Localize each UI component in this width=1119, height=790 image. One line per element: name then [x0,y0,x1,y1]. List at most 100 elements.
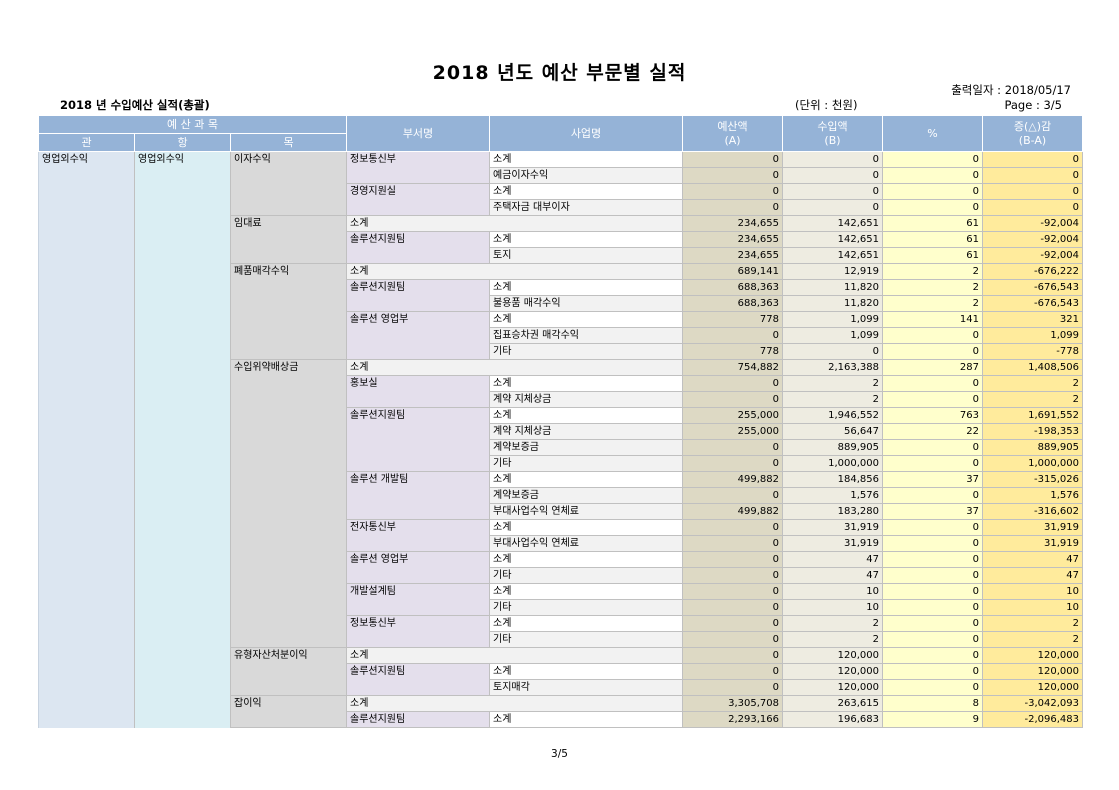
income-cell: 11,820 [782,295,883,312]
table-row: 임대료 소계 234,655 142,651 61 -92,004 [39,215,1083,264]
page-indicator: Page : 3/5 [1004,98,1062,112]
table-row: 유형자산처분이익 소계 0 120,000 0 120,000 [39,647,1083,696]
percent-cell: 0 [882,599,983,616]
diff-cell: 1,576 [982,487,1083,504]
project-cell: 소계 [489,551,683,568]
percent-cell: 287 [882,359,983,376]
diff-header-line2: (B-A) [1018,133,1047,147]
percent-cell: 61 [882,231,983,248]
percent-cell: 0 [882,439,983,456]
project-cell: 소계 [489,279,683,296]
diff-cell: 1,099 [982,327,1083,344]
budget-header: 예산액 (A) [682,115,783,152]
mok-cell: 수입위약배상금 [230,359,347,648]
mok-cell: 이자수익 [230,151,347,216]
table-row: 기타 0 1,000,000 0 1,000,000 [39,455,1083,472]
table-row: 계약보증금 0 889,905 0 889,905 [39,439,1083,456]
income-cell: 47 [782,551,883,568]
diff-cell: -198,353 [982,423,1083,440]
diff-cell: 120,000 [982,647,1083,664]
diff-cell: -92,004 [982,247,1083,264]
budget-cell: 0 [682,327,783,344]
table-row: 솔루션지원팀 소계 2,293,166 196,683 9 -2,096,483 [39,711,1083,728]
diff-cell: 889,905 [982,439,1083,456]
percent-cell: 141 [882,311,983,328]
budget-cell: 0 [682,375,783,392]
budget-cell: 0 [682,487,783,504]
percent-cell: 0 [882,663,983,680]
income-cell: 0 [782,199,883,216]
project-cell: 부대사업수익 연체료 [489,503,683,520]
budget-cell: 0 [682,647,783,664]
dept-header: 부서명 [346,115,490,152]
budget-cell: 688,363 [682,295,783,312]
percent-cell: 37 [882,503,983,520]
table-row: 솔루션지원팀 소계 0 120,000 0 120,000 [39,663,1083,696]
percent-cell: 0 [882,567,983,584]
dept-cell: 솔루션지원팀 [346,711,490,728]
budget-cell: 689,141 [682,263,783,280]
project-cell: 주택자금 대부이자 [489,199,683,216]
project-header: 사업명 [489,115,683,152]
project-cell: 예금이자수익 [489,167,683,184]
table-row: 계약 지체상금 0 2 0 2 [39,391,1083,408]
project-cell: 기타 [489,455,683,472]
project-cell: 소계 [489,663,683,680]
budget-cell: 0 [682,631,783,648]
percent-cell: 0 [882,343,983,360]
subtotal-label: 소계 [346,695,683,712]
percent-cell: 0 [882,199,983,216]
income-cell: 47 [782,567,883,584]
income-cell: 2 [782,391,883,408]
mok-header: 목 [230,133,347,152]
subtotal-label: 소계 [346,263,683,280]
project-cell: 소계 [489,615,683,632]
dept-cell: 솔루션 영업부 [346,311,490,360]
percent-cell: 61 [882,215,983,232]
diff-cell: 10 [982,599,1083,616]
diff-cell: -676,222 [982,263,1083,280]
diff-cell: -92,004 [982,231,1083,248]
budget-cell: 688,363 [682,279,783,296]
budget-cell: 0 [682,679,783,696]
table-row: 영업외수익 영업외수익 이자수익 정보통신부 소계 0 0 0 0 [38,151,1083,728]
project-cell: 소계 [489,711,683,728]
income-cell: 1,576 [782,487,883,504]
budget-cell: 0 [682,663,783,680]
budget-cell: 234,655 [682,247,783,264]
diff-cell: 47 [982,567,1083,584]
project-cell: 소계 [489,231,683,248]
project-cell: 계약보증금 [489,439,683,456]
diff-cell: 120,000 [982,663,1083,680]
gwan-cell: 영업외수익 [38,151,135,728]
diff-cell: 1,000,000 [982,455,1083,472]
percent-cell: 0 [882,615,983,632]
percent-cell: 0 [882,647,983,664]
output-date: 출력일자 : 2018/05/17 [951,83,1071,97]
table-row: 수입위약배상금 소계 754,882 2,163,388 287 1,408,506 [39,359,1083,648]
budget-cell: 0 [682,519,783,536]
diff-cell: -2,096,483 [982,711,1083,728]
percent-cell: 0 [882,551,983,568]
income-header-line1: 수입액 [817,119,848,133]
income-cell: 2 [782,615,883,632]
budget-cell: 778 [682,343,783,360]
table-body: 영업외수익 영업외수익 이자수익 정보통신부 소계 0 0 0 0 예금이자수익 0 0 0 0 경영지원실… [38,151,1083,728]
income-cell: 0 [782,183,883,200]
percent-cell: 0 [882,391,983,408]
budget-cell: 0 [682,583,783,600]
project-cell: 토지매각 [489,679,683,696]
diff-cell: 2 [982,375,1083,392]
income-cell: 196,683 [782,711,883,728]
project-cell: 집표승차권 매각수익 [489,327,683,344]
budget-cell: 0 [682,199,783,216]
dept-cell: 정보통신부 [346,151,490,184]
diff-cell: -676,543 [982,279,1083,296]
budget-cell: 0 [682,151,783,168]
income-cell: 889,905 [782,439,883,456]
project-cell: 기타 [489,343,683,360]
subtotal-label: 소계 [346,647,683,664]
project-cell: 소계 [489,375,683,392]
unit-label: (단위 : 천원) [795,98,858,112]
project-cell: 소계 [489,471,683,488]
